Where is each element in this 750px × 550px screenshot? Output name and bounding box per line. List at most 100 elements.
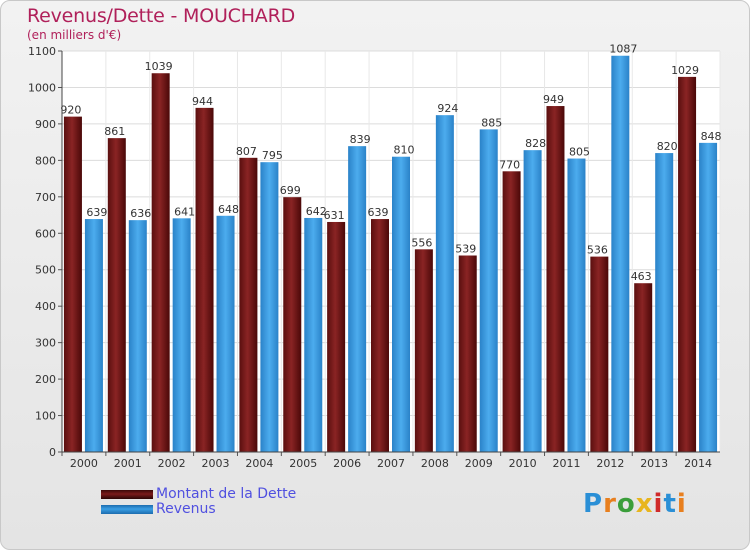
x-tick-label: 2008: [421, 457, 449, 470]
bar-dette: [327, 221, 346, 452]
x-tick-label: 2001: [114, 457, 142, 470]
bar-dette: [546, 106, 565, 453]
y-tick-label: 0: [49, 446, 56, 459]
y-tick-label: 600: [35, 227, 56, 240]
bar-dette: [63, 116, 82, 453]
value-label-revenus: 648: [218, 203, 239, 216]
bar-revenus: [172, 218, 191, 452]
value-label-revenus: 642: [306, 205, 327, 218]
bar-revenus: [435, 115, 454, 452]
value-label-revenus: 820: [657, 140, 678, 153]
logo-letter: o: [616, 489, 636, 519]
legend-swatch-dette: [101, 490, 153, 499]
value-label-dette: 920: [60, 104, 81, 117]
value-label-revenus: 639: [86, 206, 107, 219]
logo-letter: i: [676, 489, 687, 519]
logo-letter: t: [663, 489, 677, 519]
value-label-revenus: 795: [262, 149, 283, 162]
chart-subtitle: (en milliers d'€): [27, 28, 122, 42]
legend-swatch-revenus: [101, 505, 153, 514]
logo-letter: i: [653, 489, 664, 519]
value-label-revenus: 810: [394, 144, 415, 157]
bar-revenus: [699, 142, 718, 452]
bar-dette: [107, 138, 126, 453]
bar-revenus: [655, 153, 674, 452]
y-tick-label: 1000: [28, 81, 56, 94]
y-tick-label: 100: [35, 410, 56, 423]
value-label-dette: 631: [324, 209, 345, 222]
bar-dette: [678, 76, 697, 453]
legend-label-revenus: Revenus: [156, 501, 216, 517]
bar-revenus: [84, 219, 103, 452]
value-label-dette: 1039: [145, 60, 173, 73]
y-tick-label: 200: [35, 373, 56, 386]
value-label-dette: 944: [192, 95, 213, 108]
value-label-dette: 463: [631, 270, 652, 283]
y-tick-label: 1100: [28, 45, 56, 58]
x-tick-label: 2010: [509, 457, 537, 470]
bar-revenus: [304, 217, 323, 452]
x-tick-label: 2011: [552, 457, 580, 470]
value-label-dette: 949: [543, 93, 564, 106]
bar-revenus: [348, 146, 367, 452]
x-tick-label: 2014: [684, 457, 712, 470]
bar-dette: [195, 107, 214, 453]
plot-area: [62, 51, 720, 452]
x-tick-label: 2009: [465, 457, 493, 470]
chart-title: Revenus/Dette - MOUCHARD: [27, 5, 296, 27]
bar-dette: [151, 73, 170, 452]
value-label-dette: 807: [236, 145, 257, 158]
logo-letter: x: [635, 489, 654, 519]
x-tick-label: 2006: [333, 457, 361, 470]
bar-revenus: [523, 150, 542, 452]
proxiti-logo: Proxiti: [583, 489, 687, 519]
bar-revenus: [567, 158, 586, 453]
bar-dette: [371, 219, 389, 452]
bar-dette: [239, 157, 258, 452]
x-tick-label: 2012: [596, 457, 624, 470]
bar-revenus: [479, 129, 498, 453]
x-tick-label: 2007: [377, 457, 405, 470]
value-label-dette: 639: [368, 206, 389, 219]
bar-revenus: [128, 220, 147, 452]
y-tick-label: 700: [35, 191, 56, 204]
x-tick-label: 2005: [289, 457, 317, 470]
x-tick-label: 2002: [158, 457, 186, 470]
y-tick-label: 800: [35, 154, 56, 167]
bar-dette: [502, 171, 521, 453]
bar-dette: [634, 283, 653, 452]
logo-letter: r: [603, 489, 617, 519]
bar-dette: [283, 197, 302, 452]
y-tick-label: 400: [35, 300, 56, 313]
bar-dette: [590, 256, 609, 452]
x-tick-label: 2013: [640, 457, 668, 470]
value-label-revenus: 839: [350, 133, 371, 146]
value-label-revenus: 636: [130, 207, 151, 220]
bar-revenus: [392, 156, 410, 452]
bar-dette: [414, 249, 433, 452]
bar-revenus: [260, 162, 279, 452]
value-label-revenus: 885: [481, 116, 502, 129]
value-label-revenus: 1087: [609, 43, 637, 56]
x-tick-label: 2004: [245, 457, 273, 470]
value-label-revenus: 848: [701, 130, 722, 143]
y-tick-label: 900: [35, 118, 56, 131]
value-label-dette: 539: [455, 243, 476, 256]
value-label-dette: 861: [104, 125, 125, 138]
value-label-dette: 536: [587, 244, 608, 257]
value-label-dette: 1029: [671, 64, 699, 77]
value-label-dette: 699: [280, 184, 301, 197]
bar-revenus: [216, 215, 235, 452]
value-label-revenus: 641: [174, 205, 195, 218]
value-label-revenus: 924: [437, 102, 458, 115]
y-tick-label: 300: [35, 337, 56, 350]
value-label-revenus: 828: [525, 137, 546, 150]
logo-letter: P: [583, 489, 604, 519]
y-tick-label: 500: [35, 264, 56, 277]
bar-dette: [458, 255, 477, 452]
bar-revenus: [611, 55, 630, 453]
legend-label-dette: Montant de la Dette: [156, 486, 297, 502]
x-tick-label: 2000: [70, 457, 98, 470]
value-label-dette: 556: [411, 236, 432, 249]
